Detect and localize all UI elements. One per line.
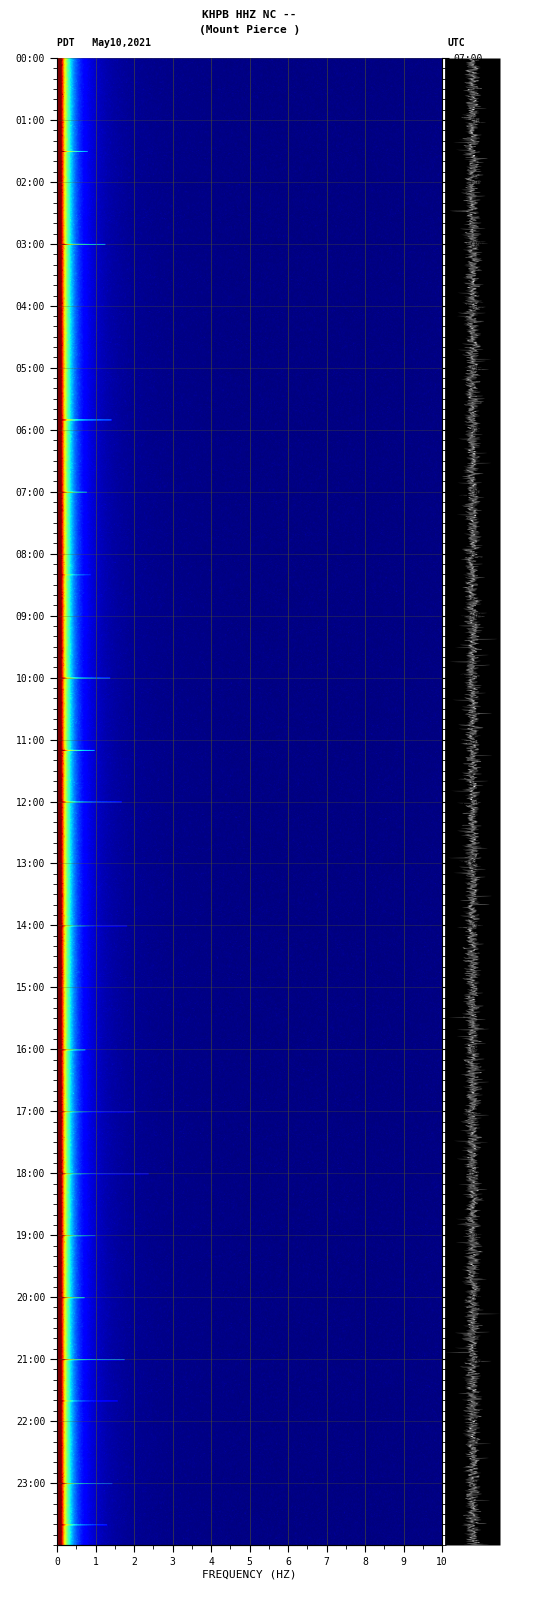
Text: PDT   May10,2021: PDT May10,2021 <box>57 39 151 48</box>
Text: (Mount Pierce ): (Mount Pierce ) <box>199 24 300 35</box>
Text: UTC: UTC <box>447 39 465 48</box>
Text: USGS: USGS <box>19 16 46 26</box>
X-axis label: FREQUENCY (HZ): FREQUENCY (HZ) <box>202 1569 297 1579</box>
Text: KHPB HHZ NC --: KHPB HHZ NC -- <box>202 10 297 19</box>
